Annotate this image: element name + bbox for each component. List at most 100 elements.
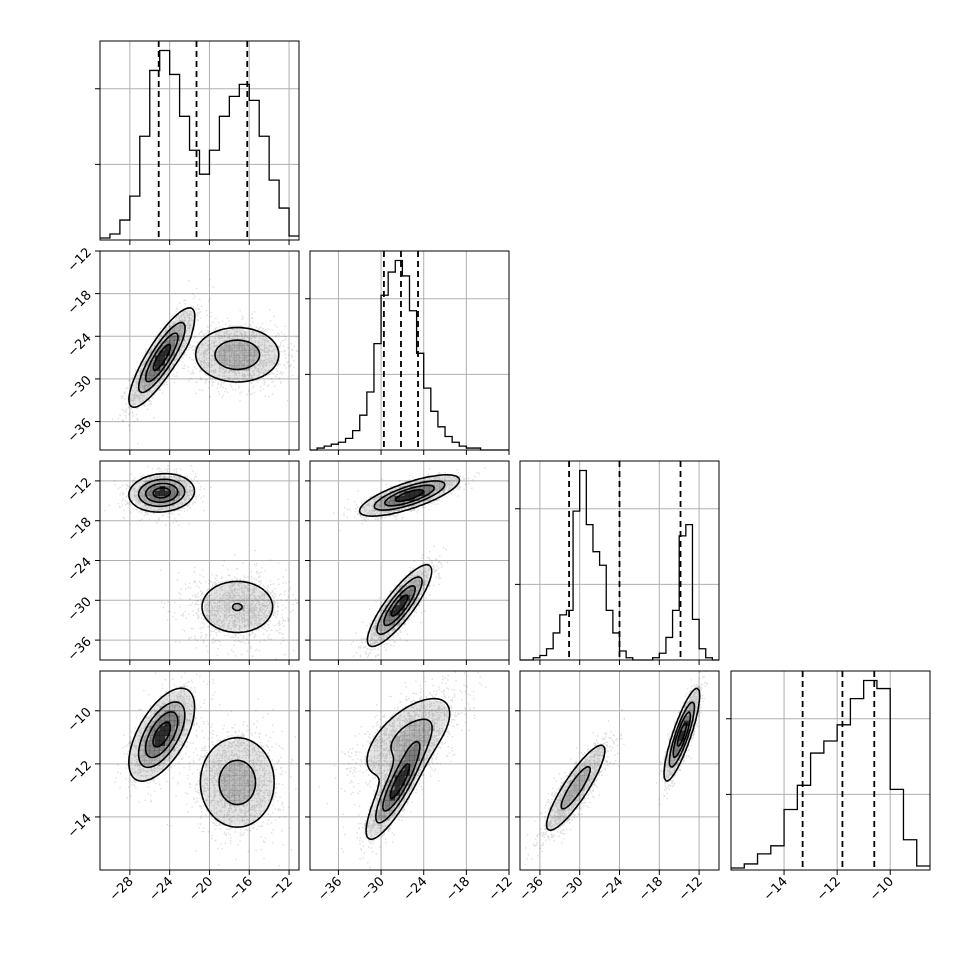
density-cell bbox=[224, 795, 230, 801]
density-cell bbox=[254, 365, 260, 371]
density-cell bbox=[394, 745, 400, 751]
x-tick-label: −12 bbox=[676, 874, 706, 904]
contour-line bbox=[373, 480, 446, 636]
density-cell bbox=[184, 495, 190, 502]
density-cell bbox=[374, 770, 380, 776]
density-cell bbox=[454, 480, 460, 487]
density-cell bbox=[409, 750, 415, 756]
density-cell bbox=[419, 735, 425, 741]
contour-line bbox=[375, 718, 433, 824]
density-cell bbox=[259, 605, 265, 611]
density-cell bbox=[244, 615, 250, 621]
density-cell bbox=[434, 725, 440, 731]
density-cell bbox=[209, 755, 215, 761]
density-cell bbox=[164, 350, 170, 356]
density-cell bbox=[554, 805, 561, 811]
density-cell bbox=[579, 790, 585, 796]
density-cell bbox=[384, 740, 390, 746]
density-cell bbox=[139, 745, 146, 751]
density-cell bbox=[549, 805, 556, 811]
density-cell bbox=[409, 715, 415, 722]
density-cell bbox=[224, 620, 230, 626]
density-cell bbox=[209, 800, 215, 806]
density-cell bbox=[244, 785, 250, 791]
density-cell bbox=[569, 775, 576, 781]
density-cell bbox=[664, 755, 670, 761]
density-cell bbox=[164, 370, 170, 376]
density-cell bbox=[164, 340, 170, 346]
density-cell bbox=[149, 485, 156, 492]
density-cell bbox=[259, 590, 265, 596]
density-cell bbox=[559, 790, 566, 796]
density-cell bbox=[149, 495, 156, 502]
density-cell bbox=[174, 690, 180, 697]
density-cell bbox=[179, 490, 185, 497]
density-cell bbox=[249, 800, 255, 806]
density-cell bbox=[444, 720, 450, 727]
density-cell bbox=[674, 760, 680, 766]
density-cell bbox=[419, 745, 425, 751]
density-cell bbox=[189, 715, 195, 722]
density-cell bbox=[254, 585, 260, 591]
density-cell bbox=[249, 760, 255, 766]
density-cell bbox=[249, 740, 255, 746]
density-cell bbox=[409, 735, 415, 741]
density-cell bbox=[424, 720, 430, 727]
density-cell bbox=[409, 600, 415, 606]
density-cell bbox=[399, 775, 405, 781]
density-cell bbox=[259, 370, 265, 376]
density-cell bbox=[569, 790, 576, 796]
density-cell bbox=[379, 745, 385, 751]
density-cell bbox=[404, 745, 410, 751]
density-cell bbox=[424, 480, 430, 487]
density-cell bbox=[384, 770, 390, 776]
density-cell bbox=[204, 610, 210, 616]
density-cell bbox=[169, 335, 175, 341]
density-cell bbox=[229, 330, 235, 336]
density-cell bbox=[164, 700, 170, 707]
contour-line bbox=[128, 687, 275, 828]
density-cell bbox=[254, 330, 260, 336]
density-cell bbox=[409, 720, 415, 727]
density-cell bbox=[379, 740, 385, 746]
density-cell bbox=[239, 615, 245, 621]
density-cell bbox=[224, 805, 230, 811]
density-cell bbox=[414, 490, 420, 497]
density-cell bbox=[254, 745, 260, 751]
density-cell bbox=[579, 760, 585, 766]
density-cell bbox=[219, 615, 225, 621]
density-cell bbox=[689, 690, 695, 697]
density-cell bbox=[594, 765, 600, 771]
density-cell bbox=[409, 590, 415, 596]
density-cell bbox=[159, 490, 165, 497]
density-cell bbox=[129, 755, 136, 761]
density-cell bbox=[219, 625, 225, 631]
density-cell bbox=[234, 610, 240, 616]
density-cell bbox=[129, 760, 136, 766]
density-cell bbox=[569, 795, 576, 801]
density-cell bbox=[174, 355, 180, 361]
density-cell bbox=[269, 355, 275, 361]
density-cell bbox=[159, 350, 165, 356]
density-cell bbox=[399, 800, 405, 806]
density-cell bbox=[144, 375, 151, 381]
density-cell bbox=[199, 350, 205, 356]
density-cell bbox=[429, 485, 435, 492]
density-cell bbox=[424, 730, 430, 736]
density-cell bbox=[174, 325, 180, 331]
density-cell bbox=[219, 815, 225, 821]
density-cell bbox=[159, 370, 165, 376]
density-cell bbox=[189, 325, 195, 331]
density-cell bbox=[254, 805, 260, 811]
x-tick-label: −18 bbox=[443, 874, 473, 904]
y-tick-label: −24 bbox=[65, 555, 95, 585]
density-cell bbox=[564, 790, 571, 796]
density-cell bbox=[229, 595, 235, 601]
density-cell bbox=[239, 810, 245, 816]
density-cell bbox=[409, 745, 415, 751]
density-cell bbox=[244, 330, 250, 336]
density-cell bbox=[154, 750, 160, 756]
density-cell bbox=[574, 780, 580, 786]
x-tick-label: −36 bbox=[517, 874, 547, 904]
